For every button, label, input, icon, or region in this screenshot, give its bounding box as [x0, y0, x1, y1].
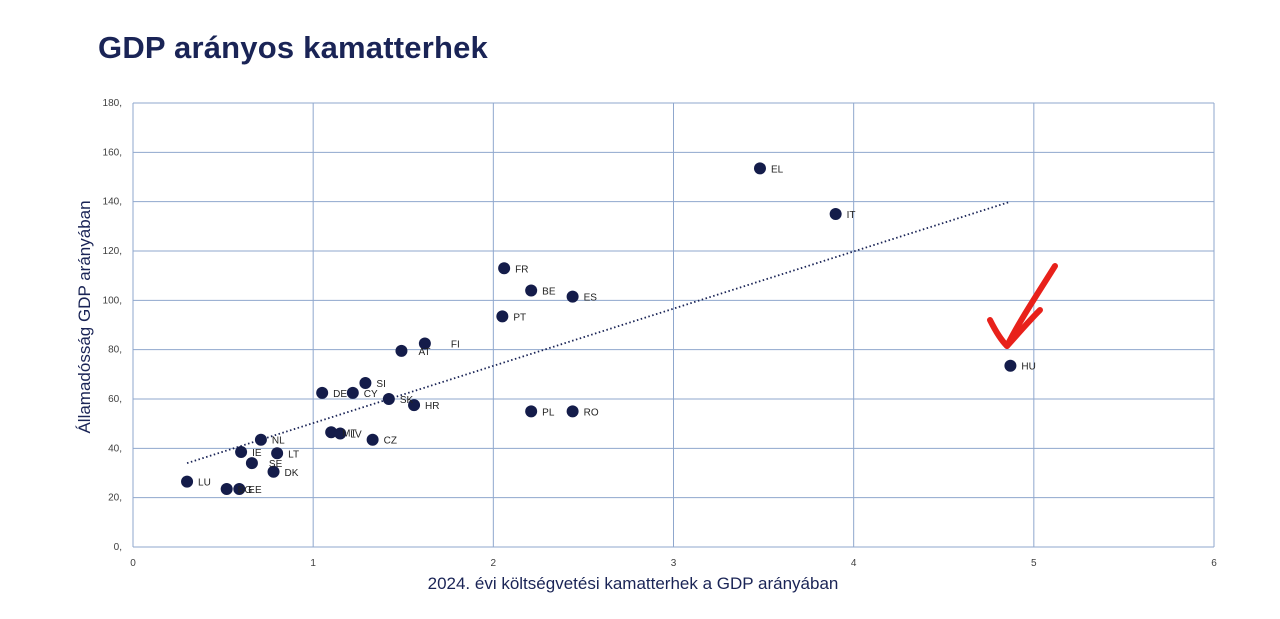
point-label-ro: RO [584, 407, 599, 418]
x-tick-label: 1 [310, 558, 316, 569]
y-tick-label: 40, [108, 443, 122, 454]
data-point-es [566, 290, 579, 303]
point-label-sk: SK [400, 395, 414, 406]
y-tick-label: 140, [103, 197, 122, 208]
gridlines [132, 102, 1215, 548]
point-label-ie: IE [252, 448, 262, 459]
point-label-se: SE [269, 459, 283, 470]
point-label-fr: FR [515, 264, 528, 275]
x-tick-label: 0 [130, 558, 136, 569]
x-tick-label: 4 [851, 558, 857, 569]
y-tick-label: 180, [103, 98, 122, 109]
point-label-pt: PT [513, 312, 526, 323]
point-label-hu: HU [1021, 362, 1035, 373]
point-label-ee: EE [248, 485, 262, 496]
point-label-lu: LU [198, 478, 211, 489]
y-tick-label: 120, [103, 246, 122, 257]
data-point-be [525, 284, 538, 297]
y-axis-label: Államadósság GDP arányában [75, 200, 94, 433]
data-point-mt [325, 426, 338, 439]
data-point-pl [525, 405, 538, 418]
y-tick-label: 100, [103, 295, 122, 306]
data-point-cz [366, 433, 379, 446]
data-point-lu [181, 475, 194, 488]
data-points [181, 162, 1017, 496]
red-arrow-annotation [987, 263, 1058, 349]
y-tick-label: 0, [114, 542, 122, 553]
trendline [186, 200, 1011, 464]
data-point-lv [334, 427, 347, 440]
data-point-de [316, 386, 329, 399]
y-tick-label: 60, [108, 394, 122, 405]
data-point-ie [235, 446, 248, 459]
point-label-it: IT [847, 210, 856, 221]
x-tick-label: 6 [1211, 558, 1217, 569]
data-point-fr [498, 262, 511, 275]
x-tick-label: 3 [671, 558, 677, 569]
tick-labels: 0 1 2 3 4 5 60,20,40,60,80,100,120,140,160,180… [103, 98, 1218, 569]
point-label-mt: MT [342, 428, 356, 439]
data-point-it [829, 208, 842, 220]
point-label-be: BE [542, 286, 556, 297]
data-point-bg [220, 483, 233, 496]
point-label-fi: FI [451, 340, 460, 351]
point-label-lt: LT [288, 449, 299, 460]
x-tick-label: 5 [1031, 558, 1037, 569]
data-point-sk [382, 393, 395, 405]
data-point-si [359, 376, 372, 389]
data-point-fi [418, 337, 431, 350]
y-tick-label: 80, [108, 345, 122, 356]
x-tick-label: 2 [491, 558, 497, 569]
point-label-el: EL [771, 164, 784, 175]
data-point-cy [346, 386, 359, 399]
point-label-pl: PL [542, 407, 555, 418]
y-tick-label: 20, [108, 493, 122, 504]
point-label-si: SI [376, 379, 385, 390]
data-point-hr [408, 399, 421, 412]
data-point-se [245, 457, 258, 470]
data-point-lt [271, 447, 284, 460]
point-label-es: ES [584, 293, 598, 304]
point-label-lv: LV [350, 430, 362, 441]
data-point-ro [566, 405, 579, 418]
x-axis-label: 2024. évi költségvetési kamatterhek a GD… [428, 574, 839, 593]
data-point-ee [233, 483, 246, 496]
data-point-pt [496, 310, 509, 323]
data-point-hu [1004, 359, 1017, 372]
chart-title: GDP arányos kamatterhek [98, 30, 488, 65]
point-label-cy: CY [364, 389, 378, 400]
data-point-nl [254, 433, 267, 446]
data-point-at [395, 344, 408, 357]
data-point-el [753, 162, 766, 175]
data-point-dk [267, 465, 280, 478]
point-label-dk: DK [285, 468, 299, 479]
y-tick-label: 160, [103, 147, 122, 158]
point-label-bg: BG [238, 485, 253, 496]
point-label-cz: CZ [384, 436, 397, 447]
point-label-de: DE [333, 389, 347, 400]
point-label-hr: HR [425, 401, 439, 412]
point-label-at: AT [418, 347, 430, 358]
point-label-nl: NL [272, 436, 285, 447]
